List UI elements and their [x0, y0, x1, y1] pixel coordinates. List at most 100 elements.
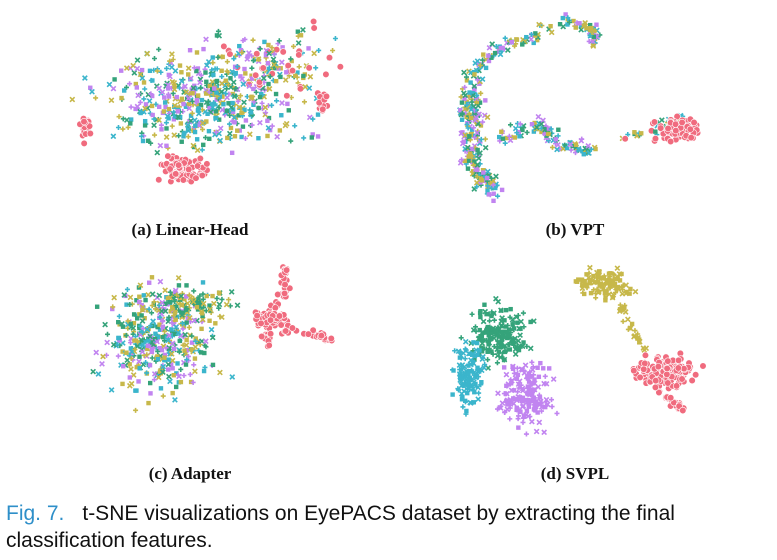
scatter-point — [278, 74, 283, 80]
scatter-point — [493, 328, 499, 333]
scatter-point — [491, 317, 497, 323]
scatter-point — [502, 140, 508, 146]
scatter-point — [672, 382, 681, 390]
scatter-point — [535, 410, 540, 415]
scatter-point — [120, 381, 125, 387]
scatter-point — [573, 142, 579, 147]
scatter-point — [143, 359, 149, 365]
scatter-point — [470, 162, 476, 168]
scatter-point — [193, 336, 198, 341]
scatter-point — [99, 360, 105, 367]
scatter-point — [311, 50, 318, 57]
scatter-point — [194, 68, 199, 74]
scatter-point — [192, 129, 198, 135]
scatter-point — [220, 42, 228, 50]
scatter-point — [602, 288, 608, 294]
scatter-point — [197, 293, 203, 299]
scatter-point — [133, 407, 139, 413]
scatter-point — [228, 76, 233, 81]
scatter-point — [585, 26, 590, 31]
scatter-point — [135, 92, 142, 99]
scatter-point — [149, 103, 155, 109]
scatter-point — [226, 297, 232, 303]
scatter-point — [256, 105, 261, 111]
scatter-point — [223, 301, 230, 308]
scatter-point — [169, 357, 176, 364]
scatter-point — [137, 312, 142, 317]
scatter-point — [179, 312, 185, 318]
scatter-point — [285, 101, 290, 107]
scatter-point — [255, 78, 264, 86]
scatter-point — [458, 130, 465, 137]
scatter-point — [479, 340, 486, 347]
scatter-point — [158, 386, 164, 391]
scatter-point — [198, 171, 206, 180]
scatter-point — [548, 126, 554, 132]
scatter-point — [502, 35, 508, 41]
scatter-point — [524, 408, 530, 413]
scatter-point — [486, 53, 491, 58]
scatter-point — [275, 41, 281, 47]
scatter-point — [199, 147, 205, 153]
scatter-point — [466, 371, 471, 377]
scatter-point — [667, 137, 675, 146]
scatter-point — [186, 101, 192, 107]
scatter-point — [110, 304, 116, 310]
scatter-point — [160, 335, 166, 340]
scatter-point — [151, 67, 157, 73]
scatter-point — [250, 37, 256, 43]
scatter-point — [194, 97, 200, 103]
scatter-point — [177, 63, 183, 68]
scatter-point — [620, 318, 626, 324]
scatter-point — [260, 92, 266, 98]
scatter-point — [521, 415, 527, 421]
scatter-point — [463, 347, 469, 353]
scatter-point — [497, 354, 504, 361]
scatter-point — [137, 282, 144, 289]
scatter-point — [190, 298, 197, 305]
scatter-point — [193, 162, 202, 170]
scatter-point — [532, 377, 537, 382]
scatter-point — [95, 371, 102, 377]
scatter-point — [281, 289, 289, 298]
scatter-point — [467, 387, 473, 393]
scatter-point — [157, 345, 162, 351]
scatter-point — [263, 53, 269, 58]
scatter-point — [538, 404, 545, 410]
scatter-point — [489, 349, 494, 354]
scatter-point — [475, 365, 480, 370]
scatter-point — [150, 78, 155, 83]
scatter-point — [271, 304, 279, 312]
scatter-point — [546, 366, 552, 371]
scatter-point — [530, 372, 536, 378]
scatter-point — [219, 296, 225, 302]
scatter-point — [514, 130, 520, 136]
scatter-point — [176, 283, 182, 288]
scatter-point — [519, 367, 525, 372]
scatter-point — [476, 390, 482, 396]
scatter-point — [535, 113, 542, 120]
scatter-point — [217, 137, 224, 144]
scatter-point — [226, 50, 234, 58]
scatter-point — [165, 296, 171, 301]
scatter-point — [587, 277, 593, 282]
scatter-point — [302, 84, 309, 90]
scatter-point — [162, 357, 167, 363]
scatter-point — [115, 353, 121, 359]
scatter-point — [472, 72, 477, 77]
scatter-point — [146, 138, 151, 143]
scatter-point — [246, 83, 253, 89]
scatter-point — [286, 108, 291, 113]
scatter-point — [211, 72, 216, 78]
scatter-point — [179, 139, 184, 144]
scatter-point — [332, 35, 338, 41]
scatter-point — [119, 320, 125, 327]
scatter-point — [471, 83, 478, 90]
scatter-point — [173, 384, 179, 390]
scatter-point — [523, 431, 529, 437]
scatter-point — [256, 56, 262, 62]
scatter-point — [184, 348, 190, 353]
scatter-point — [165, 86, 171, 91]
scatter-point — [504, 406, 511, 413]
scatter-point — [468, 106, 475, 113]
